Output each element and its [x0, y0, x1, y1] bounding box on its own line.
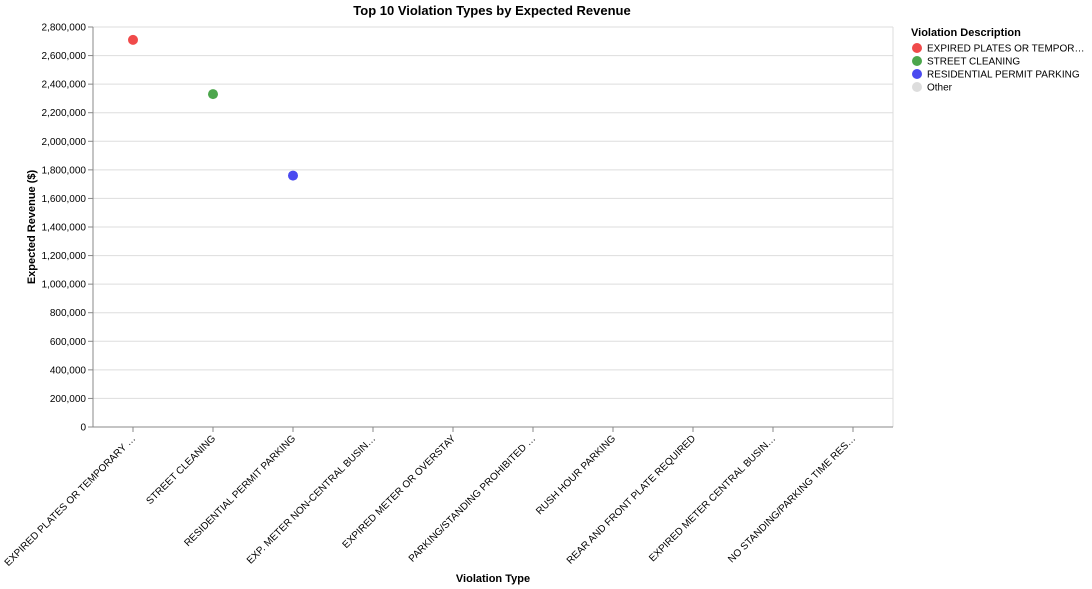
legend-swatch: [912, 43, 922, 53]
y-tick-label: 2,200,000: [42, 108, 87, 119]
y-tick-label: 2,800,000: [42, 23, 87, 34]
axes: 0 200,000 400,000 600,000 800,000 1,000,000 1,…: [3, 23, 893, 569]
grid: [93, 26, 894, 428]
y-tick-label: 1,600,000: [42, 194, 87, 205]
x-tick-label: PARKING/STANDING PROHIBITED …: [407, 433, 538, 564]
x-tick-label: EXPIRED METER CENTRAL BUSIN…: [647, 433, 778, 564]
x-tick-label: STREET CLEANING: [144, 433, 218, 507]
data-points: [128, 34, 298, 181]
data-point: [128, 34, 138, 45]
y-tick-label: 2,400,000: [42, 80, 87, 91]
y-tick-label: 1,000,000: [42, 280, 87, 291]
legend-swatch: [912, 69, 922, 79]
y-tick-label: 1,800,000: [42, 165, 87, 176]
legend-label: STREET CLEANING: [927, 57, 1020, 68]
legend-label: RESIDENTIAL PERMIT PARKING: [927, 70, 1080, 81]
x-tick-label: EXP. METER NON-CENTRAL BUSIN…: [245, 433, 378, 566]
x-tick-label: REAR AND FRONT PLATE REQUIRED: [565, 433, 698, 566]
y-tick-label: 800,000: [50, 308, 87, 319]
legend-swatch: [912, 82, 922, 92]
y-tick-label: 400,000: [50, 365, 87, 376]
y-axis-title: Expected Revenue ($): [26, 170, 38, 285]
chart-title: Top 10 Violation Types by Expected Reven…: [353, 3, 630, 18]
legend: Violation Description EXPIRED PLATES OR …: [911, 27, 1084, 94]
y-tick-label: 200,000: [50, 394, 87, 405]
y-tick-label: 600,000: [50, 337, 87, 348]
legend-label: EXPIRED PLATES OR TEMPOR…: [927, 44, 1084, 55]
legend-label: Other: [927, 83, 953, 94]
y-tick-label: 1,400,000: [42, 223, 87, 234]
legend-title: Violation Description: [911, 27, 1021, 39]
x-axis-title: Violation Type: [456, 573, 530, 585]
y-tick-label: 0: [80, 423, 86, 434]
y-tick-label: 2,000,000: [42, 137, 87, 148]
x-tick-label: EXPIRED PLATES OR TEMPORARY …: [3, 433, 138, 568]
data-point: [208, 89, 218, 100]
x-tick-label: NO STANDING/PARKING TIME RES…: [726, 433, 858, 565]
legend-swatch: [912, 56, 922, 66]
y-tick-label: 1,200,000: [42, 251, 87, 262]
data-point: [288, 170, 298, 181]
x-tick-label: RUSH HOUR PARKING: [534, 433, 618, 517]
y-tick-label: 2,600,000: [42, 51, 87, 62]
